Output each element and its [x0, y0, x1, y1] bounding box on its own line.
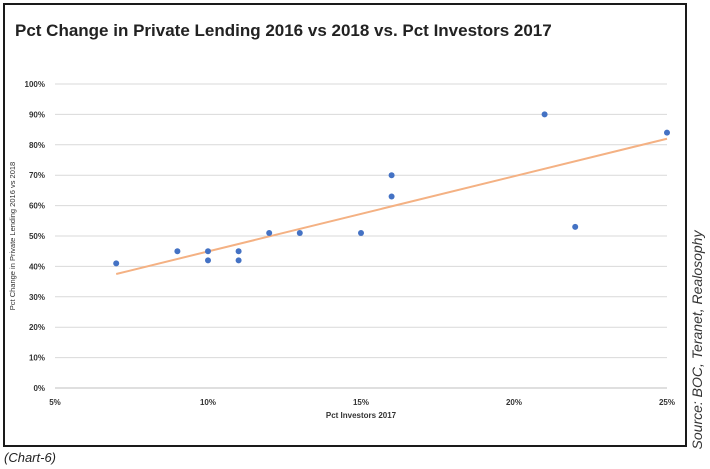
- x-tick-label: 20%: [506, 398, 522, 407]
- points-layer: [113, 111, 670, 267]
- chart-title: Pct Change in Private Lending 2016 vs 20…: [15, 21, 552, 40]
- data-point: [541, 111, 548, 118]
- y-tick-label: 40%: [29, 262, 45, 271]
- x-tick-label: 5%: [49, 398, 61, 407]
- data-point: [235, 257, 242, 264]
- data-point: [388, 193, 395, 200]
- x-tick-label: 15%: [353, 398, 369, 407]
- trendline-layer: [115, 137, 668, 275]
- chart-caption: (Chart-6): [4, 450, 57, 465]
- y-tick-label: 80%: [29, 141, 45, 150]
- y-tick-label: 50%: [29, 232, 45, 241]
- data-point: [358, 229, 364, 236]
- labels-layer: 0% 10% 20% 30% 40% 50% 60% 70% 80% 90% 100% 5% 10% 15…: [8, 80, 675, 420]
- data-point: [235, 248, 242, 255]
- x-axis-title: Pct Investors 2017: [326, 411, 397, 420]
- y-tick-label: 90%: [29, 110, 45, 119]
- trendline: [115, 137, 668, 275]
- data-point: [205, 257, 211, 264]
- y-tick-label: 100%: [25, 80, 45, 89]
- y-tick-label: 0%: [33, 384, 45, 393]
- source-note: Source: BOC, Teranet, Realosophy: [689, 230, 705, 450]
- data-point: [205, 248, 211, 255]
- data-point: [388, 172, 395, 179]
- y-axis-title: Pct Change in Private Lending 2016 vs 20…: [8, 162, 17, 310]
- y-tick-label: 60%: [29, 202, 45, 211]
- y-tick-label: 20%: [29, 323, 45, 332]
- y-tick-label: 10%: [29, 354, 45, 363]
- x-tick-label: 25%: [659, 398, 675, 407]
- data-point: [572, 223, 579, 230]
- y-tick-label: 30%: [29, 293, 45, 302]
- y-tick-label: 70%: [29, 171, 45, 180]
- data-point: [296, 229, 303, 236]
- data-point: [113, 260, 120, 267]
- x-tick-label: 10%: [200, 398, 216, 407]
- data-point: [174, 248, 181, 255]
- data-point: [266, 229, 273, 236]
- gridlines: [55, 83, 667, 359]
- data-point: [664, 129, 670, 136]
